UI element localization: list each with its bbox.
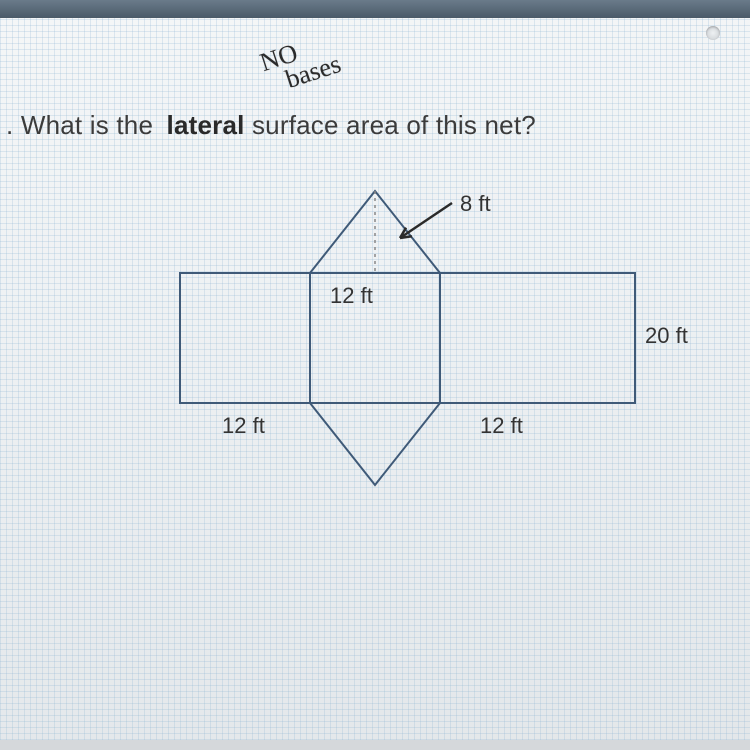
- net-figure: 8 ft 12 ft 20 ft 12 ft 12 ft: [160, 173, 680, 493]
- label-top-inside: 12 ft: [330, 283, 373, 309]
- net-svg: [160, 173, 680, 503]
- question-prefix: . What is the: [6, 110, 161, 140]
- question-bold: lateral: [167, 110, 245, 140]
- label-bottom-right: 12 ft: [480, 413, 523, 439]
- question-suffix: surface area of this net?: [245, 110, 536, 140]
- label-slant-height: 8 ft: [460, 191, 491, 217]
- worksheet-page: NO bases . What is the lateral surface a…: [0, 18, 750, 740]
- punch-hole: [706, 26, 720, 40]
- label-right: 20 ft: [645, 323, 688, 349]
- label-bottom-left: 12 ft: [222, 413, 265, 439]
- window-titlebar: [0, 0, 750, 18]
- question-text: . What is the lateral surface area of th…: [6, 110, 536, 141]
